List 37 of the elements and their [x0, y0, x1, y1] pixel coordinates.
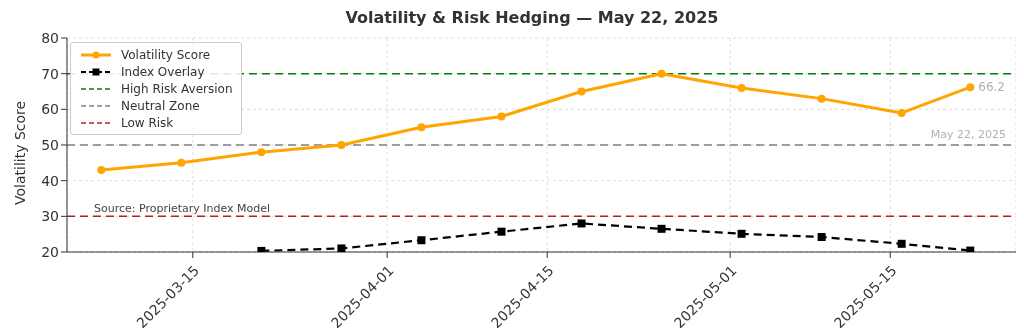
- annotation: Source: Proprietary Index Model: [94, 202, 271, 215]
- point: [97, 165, 106, 174]
- point: [657, 224, 666, 233]
- legend-label: Neutral Zone: [121, 98, 200, 113]
- y-tick-label: 80: [41, 29, 59, 46]
- point: [417, 236, 426, 245]
- point: [897, 239, 906, 248]
- point: [817, 94, 826, 103]
- point: [657, 69, 666, 78]
- point: [737, 83, 746, 92]
- y-tick-label: 30: [41, 208, 59, 225]
- point: [177, 158, 186, 167]
- legend-label: Low Risk: [121, 115, 174, 130]
- point: [417, 123, 426, 132]
- point: [497, 112, 506, 121]
- point: [337, 141, 346, 149]
- y-tick-label: 50: [41, 136, 59, 153]
- point: [497, 227, 506, 236]
- y-tick-label: 20: [41, 243, 59, 260]
- point: [817, 233, 826, 242]
- y-tick-label: 70: [41, 65, 59, 82]
- annotation: 66.2: [978, 80, 1005, 95]
- legend-label: High Risk Aversion: [121, 81, 233, 96]
- y-tick-label: 40: [41, 172, 59, 189]
- legend-label: Index Overlay: [121, 64, 205, 79]
- y-axis-title: Volatility Score: [11, 100, 28, 205]
- annotation: May 22, 2025: [930, 128, 1006, 141]
- point: [966, 83, 975, 92]
- point: [257, 148, 266, 157]
- point: [577, 219, 586, 228]
- point: [337, 244, 346, 252]
- point: [737, 229, 746, 238]
- point: [577, 87, 586, 96]
- chart-title: Volatility & Risk Hedging — May 22, 2025: [344, 8, 720, 29]
- legend-label: Volatility Score: [121, 47, 211, 62]
- y-tick-label: 60: [41, 101, 59, 118]
- point: [897, 108, 906, 117]
